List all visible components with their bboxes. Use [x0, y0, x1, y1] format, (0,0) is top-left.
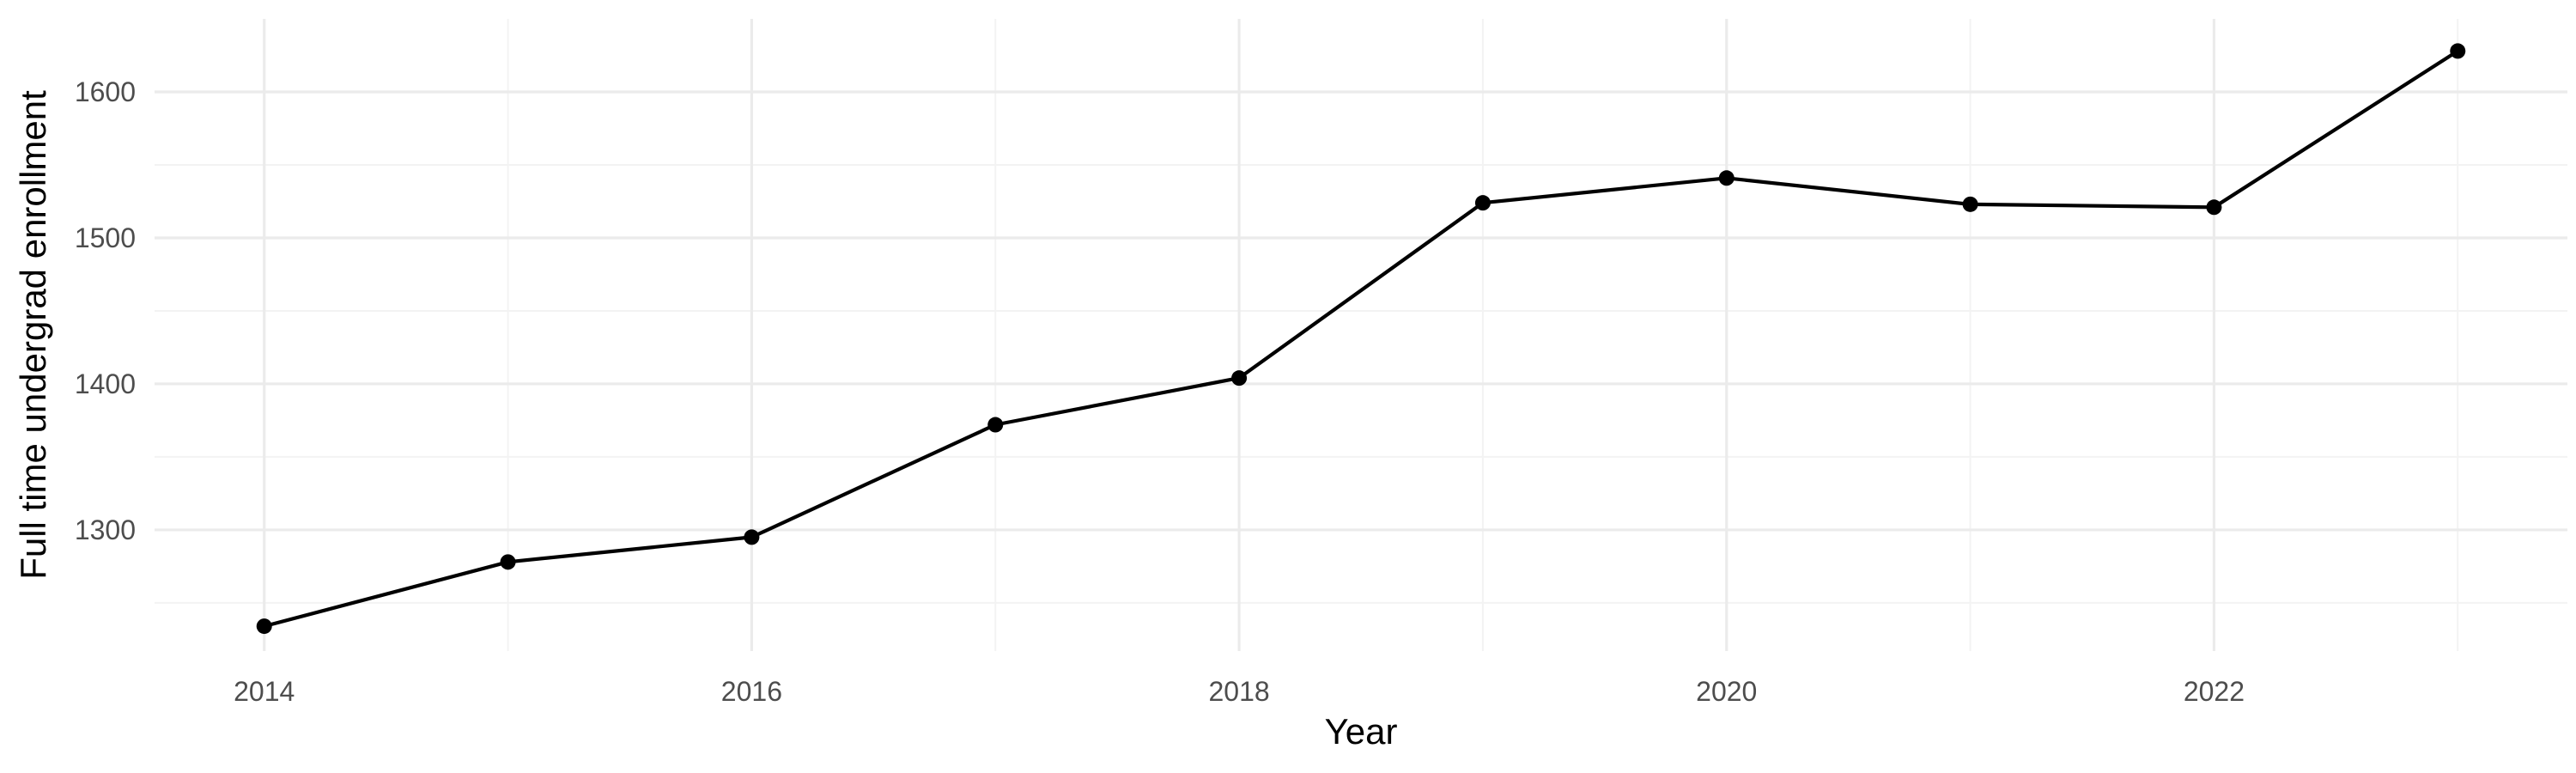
data-point — [1962, 196, 1978, 212]
y-tick-label: 1300 — [75, 514, 136, 545]
data-point — [987, 417, 1004, 433]
y-axis-title: Full time undergrad enrollment — [13, 90, 53, 580]
data-point — [1231, 370, 1248, 386]
major-gridlines-y — [155, 90, 2567, 532]
x-tick-label: 2020 — [1696, 676, 1757, 707]
x-axis-tick-labels: 2014 2016 2018 2020 2022 — [234, 676, 2245, 707]
x-tick-label: 2016 — [721, 676, 782, 707]
x-tick-label: 2014 — [234, 676, 295, 707]
y-tick-label: 1600 — [75, 76, 136, 107]
data-point — [500, 554, 516, 570]
y-tick-label: 1500 — [75, 222, 136, 253]
series-layer — [256, 43, 2466, 635]
minor-gridlines-y — [155, 163, 2567, 604]
y-axis-tick-labels: 1300 1400 1500 1600 — [75, 76, 136, 545]
major-gridlines-x — [263, 19, 2216, 651]
y-tick-label: 1400 — [75, 368, 136, 399]
data-point — [744, 529, 760, 545]
minor-gridlines-x — [507, 19, 2459, 651]
x-axis-title: Year — [1325, 711, 1398, 752]
data-point — [1474, 195, 1491, 211]
series-line — [262, 49, 2460, 629]
data-point — [2450, 43, 2466, 59]
x-tick-label: 2018 — [1208, 676, 1269, 707]
x-tick-label: 2022 — [2184, 676, 2245, 707]
data-point — [256, 618, 272, 635]
data-point — [2206, 199, 2222, 216]
data-point — [1718, 170, 1735, 186]
